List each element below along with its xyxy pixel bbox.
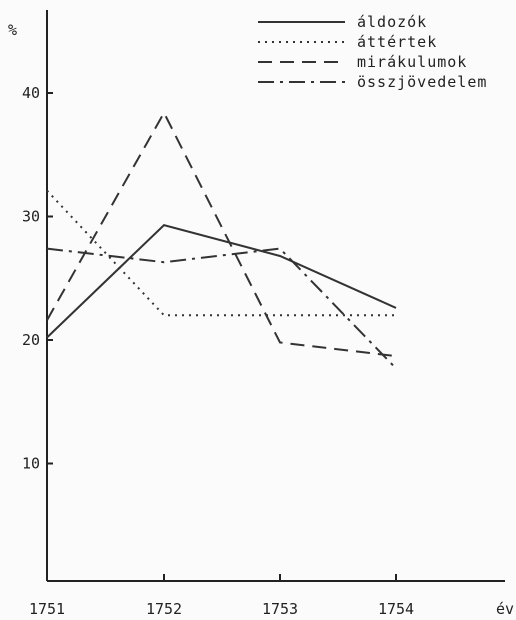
x-tick-label: 1752 xyxy=(146,600,182,618)
x-axis-label: év xyxy=(496,600,514,618)
series-line-dotted xyxy=(46,189,396,317)
y-ticks: 10 20 30 40 xyxy=(22,84,53,473)
x-tick-label: 1751 xyxy=(29,600,65,618)
legend-label: áldozók xyxy=(357,13,427,31)
series-line-dashed xyxy=(46,110,397,358)
legend-label: mirákulumok xyxy=(357,53,467,71)
legend-label: összjövedelem xyxy=(357,73,487,91)
series-lines xyxy=(46,110,397,370)
series-line-dashdot xyxy=(46,247,397,370)
series-line-solid xyxy=(46,223,397,339)
legend-label: áttértek xyxy=(357,33,437,51)
y-tick-label: 10 xyxy=(22,455,40,473)
x-tick-label: 1753 xyxy=(262,600,298,618)
axes xyxy=(46,10,505,582)
x-tick-label: 1754 xyxy=(378,600,414,618)
x-ticks: 1751 1752 1753 1754 xyxy=(29,574,414,618)
y-tick-label: 30 xyxy=(22,208,40,226)
legend: áldozók áttértek mirákulumok összjövedelem xyxy=(258,13,487,91)
y-tick-label: 40 xyxy=(22,84,40,102)
y-tick-label: 20 xyxy=(22,331,40,349)
y-axis-label: % xyxy=(8,21,17,39)
